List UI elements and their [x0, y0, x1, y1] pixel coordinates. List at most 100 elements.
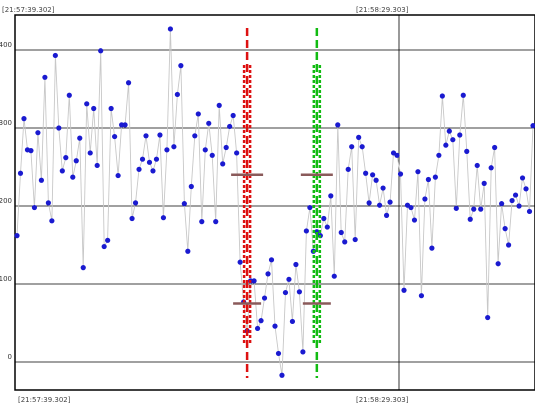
- data-point: [160, 215, 167, 221]
- data-point: [526, 208, 533, 215]
- data-point: [63, 155, 69, 161]
- cursors: [231, 28, 333, 378]
- data-point: [453, 205, 459, 211]
- data-point: [174, 91, 180, 98]
- data-point: [359, 144, 365, 150]
- data-point: [488, 165, 494, 171]
- data-point: [101, 243, 107, 250]
- data-point: [408, 204, 414, 211]
- data-point: [73, 158, 79, 164]
- data-point: [307, 204, 313, 211]
- time-label-bottom-left: [21:57:39.302]: [18, 396, 71, 404]
- data-point: [234, 150, 240, 156]
- data-point: [370, 172, 376, 178]
- data-point: [530, 123, 535, 129]
- data-point: [324, 224, 330, 230]
- data-point: [17, 170, 24, 176]
- data-point: [125, 80, 132, 86]
- data-point: [35, 130, 41, 136]
- data-point: [342, 239, 348, 245]
- data-point: [380, 185, 386, 191]
- data-point: [213, 219, 219, 225]
- data-point: [230, 112, 236, 119]
- data-point: [108, 105, 114, 112]
- data-point: [251, 278, 257, 284]
- data-point: [432, 174, 438, 180]
- data-point: [38, 177, 45, 183]
- data-point: [471, 206, 477, 212]
- data-point: [31, 204, 38, 211]
- data-point: [272, 323, 278, 329]
- data-point: [460, 92, 466, 98]
- data-point: [505, 242, 512, 248]
- data-point: [383, 212, 390, 218]
- data-point: [286, 276, 292, 282]
- data-point: [66, 92, 72, 98]
- data-point: [345, 166, 351, 172]
- data-point: [464, 148, 470, 154]
- data-point: [115, 172, 121, 179]
- data-point: [195, 111, 201, 117]
- y-tick-label: 0: [8, 353, 12, 361]
- data-point: [450, 137, 456, 143]
- data-point: [279, 372, 285, 378]
- data-point: [150, 168, 156, 174]
- plot-frame: [14, 14, 535, 391]
- data-point: [422, 196, 428, 202]
- data-point: [21, 116, 27, 122]
- data-point: [436, 152, 442, 158]
- data-point: [314, 229, 320, 235]
- time-label-top-left: [21:57:39.302]: [2, 6, 55, 14]
- data-point: [216, 102, 222, 108]
- data-point: [202, 147, 208, 153]
- data-point: [254, 325, 261, 332]
- data-point: [192, 133, 198, 139]
- data-point: [28, 148, 34, 154]
- data-point: [439, 93, 445, 99]
- data-point: [492, 144, 498, 151]
- data-point: [223, 144, 229, 151]
- data-point: [14, 233, 20, 239]
- data-point: [237, 259, 243, 265]
- data-point: [164, 147, 170, 153]
- data-point: [467, 216, 473, 222]
- data-point: [188, 183, 194, 190]
- data-point: [499, 201, 505, 207]
- data-point: [303, 228, 309, 234]
- data-point: [209, 152, 215, 158]
- data-point: [397, 171, 404, 177]
- data-point: [363, 170, 369, 176]
- data-point: [401, 287, 407, 293]
- data-point: [122, 122, 128, 128]
- data-point: [478, 206, 484, 212]
- data-point: [418, 293, 425, 299]
- data-point: [474, 162, 480, 169]
- data-point: [338, 229, 344, 236]
- data-point: [429, 245, 435, 251]
- data-point: [206, 120, 212, 126]
- data-point: [84, 101, 90, 107]
- data-point: [352, 236, 358, 243]
- data-point: [373, 177, 379, 183]
- data-point: [59, 168, 65, 174]
- data-point: [171, 144, 177, 150]
- data-point: [282, 289, 289, 296]
- data-point: [376, 202, 383, 208]
- data-point: [112, 133, 118, 140]
- cursor-red: [231, 28, 264, 378]
- data-point: [261, 295, 268, 301]
- data-point: [105, 237, 111, 243]
- data-point: [335, 122, 341, 128]
- data-point: [394, 152, 400, 158]
- data-point: [485, 314, 491, 321]
- data-point: [300, 349, 306, 355]
- data-point: [512, 192, 519, 198]
- data-point: [443, 142, 449, 148]
- data-point: [356, 134, 362, 140]
- data-point: [415, 169, 421, 175]
- data-point: [143, 133, 149, 139]
- data-point: [220, 161, 226, 167]
- y-axis: 0 100 200 300 400: [0, 41, 12, 361]
